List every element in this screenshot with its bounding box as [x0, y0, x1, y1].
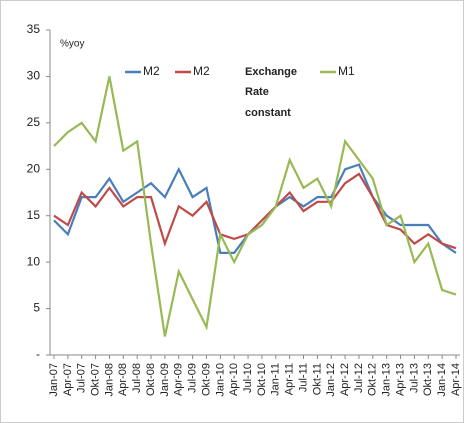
x-tick-label: Apr-08 [117, 363, 129, 396]
x-tick-label: Jan-08 [103, 363, 115, 397]
legend-label: M1 [338, 64, 355, 78]
x-tick-label: Jul-10 [242, 363, 254, 393]
x-tick-label: Jul-08 [131, 363, 143, 393]
x-tick-label: Jan-13 [381, 363, 393, 397]
legend-note: constant [245, 107, 291, 119]
y-tick-label: 35 [27, 22, 41, 36]
x-tick-label: Jul-12 [353, 363, 365, 393]
y-tick-label: - [36, 347, 40, 361]
x-tick-label: Apr-14 [450, 363, 462, 396]
x-tick-label: Jan-07 [48, 363, 60, 397]
x-tick-label: Okt-09 [200, 363, 212, 396]
x-tick-label: Okt-10 [256, 363, 268, 396]
y-tick-label: 5 [33, 301, 40, 315]
x-tick-label: Okt-08 [145, 363, 157, 396]
y-tick-label: 10 [27, 254, 41, 268]
legend-note: Exchange [245, 66, 297, 78]
legend-label: M2 [193, 64, 210, 78]
x-tick-label: Jan-11 [270, 363, 282, 396]
x-tick-label: Jan-10 [214, 363, 226, 397]
x-tick-label: Jan-12 [325, 363, 337, 397]
y-tick-label: 30 [27, 69, 41, 83]
series-line [53, 172, 457, 250]
y-tick-label: 20 [27, 161, 41, 175]
legend-label: M2 [143, 64, 160, 78]
legend-note: Rate [245, 86, 269, 98]
x-tick-label: Jul-13 [408, 363, 420, 393]
x-tick-label: Jan-14 [436, 363, 448, 397]
x-tick-label: Okt-11 [311, 363, 323, 395]
x-tick-label: Okt-07 [89, 363, 101, 396]
annotation: %yoy [60, 39, 84, 50]
y-tick-label: 15 [27, 208, 41, 222]
x-tick-label: Jul-07 [76, 363, 88, 393]
x-tick-label: Jul-11 [297, 363, 309, 392]
x-tick-label: Apr-10 [228, 363, 240, 396]
x-tick-label: Apr-09 [173, 363, 185, 396]
x-tick-label: Jan-09 [159, 363, 171, 397]
y-tick-label: 25 [27, 115, 41, 129]
x-tick-label: Okt-12 [367, 363, 379, 396]
x-tick-label: Jul-09 [187, 363, 199, 393]
x-tick-label: Apr-11 [284, 363, 296, 395]
x-tick-label: Apr-12 [339, 363, 351, 396]
x-tick-label: Okt-13 [422, 363, 434, 396]
x-tick-label: Apr-07 [62, 363, 74, 396]
x-tick-label: Apr-13 [394, 363, 406, 396]
series-line [53, 76, 457, 337]
